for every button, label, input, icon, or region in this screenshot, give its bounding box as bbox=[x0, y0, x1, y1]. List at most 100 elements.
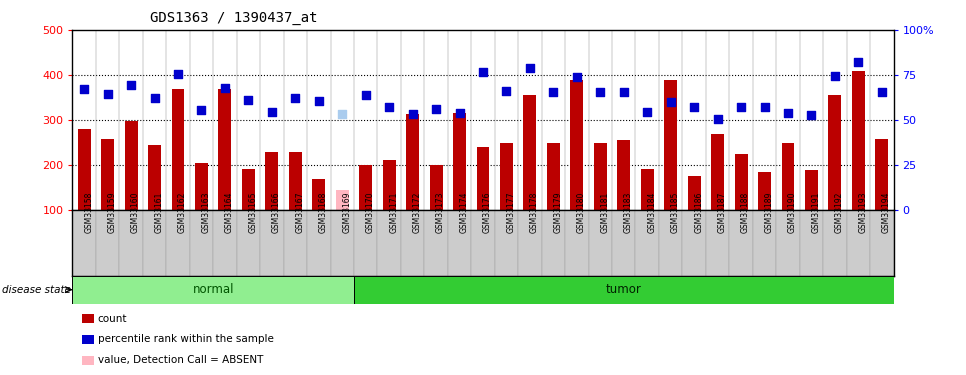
Point bbox=[311, 98, 327, 104]
Bar bbox=[195, 163, 208, 210]
Point bbox=[194, 106, 210, 112]
Bar bbox=[495, 210, 518, 276]
Bar bbox=[588, 210, 612, 276]
Point bbox=[733, 104, 749, 110]
Bar bbox=[143, 210, 166, 276]
Bar bbox=[148, 145, 161, 210]
Bar bbox=[166, 210, 189, 276]
Text: GSM33159: GSM33159 bbox=[107, 192, 117, 233]
Text: GSM33186: GSM33186 bbox=[695, 192, 703, 233]
Bar bbox=[354, 276, 894, 304]
Bar bbox=[336, 190, 349, 210]
Bar bbox=[72, 210, 96, 276]
Point bbox=[874, 88, 890, 94]
Bar bbox=[875, 139, 889, 210]
Text: GSM33187: GSM33187 bbox=[718, 192, 726, 233]
Bar bbox=[378, 210, 401, 276]
Text: GSM33194: GSM33194 bbox=[882, 192, 891, 233]
Bar bbox=[218, 89, 232, 210]
Text: GSM33169: GSM33169 bbox=[342, 192, 352, 233]
Text: GSM33192: GSM33192 bbox=[835, 192, 844, 233]
Bar bbox=[72, 276, 354, 304]
Point bbox=[827, 74, 842, 80]
Text: GSM33176: GSM33176 bbox=[483, 192, 492, 233]
Bar bbox=[448, 210, 471, 276]
Bar bbox=[711, 134, 724, 210]
Bar bbox=[406, 114, 419, 210]
Bar bbox=[870, 210, 894, 276]
Bar bbox=[96, 210, 120, 276]
Bar bbox=[307, 210, 330, 276]
Point bbox=[687, 104, 702, 110]
Bar bbox=[617, 140, 630, 210]
Point bbox=[124, 82, 139, 88]
Bar bbox=[330, 210, 354, 276]
Point bbox=[288, 94, 303, 100]
Bar bbox=[570, 80, 583, 210]
Point bbox=[804, 112, 819, 118]
Text: disease state: disease state bbox=[2, 285, 71, 295]
Point bbox=[710, 116, 725, 122]
Text: percentile rank within the sample: percentile rank within the sample bbox=[98, 334, 273, 344]
Text: GSM33193: GSM33193 bbox=[859, 192, 867, 233]
Text: GSM33160: GSM33160 bbox=[131, 192, 140, 233]
Text: GSM33173: GSM33173 bbox=[436, 192, 445, 233]
Point bbox=[428, 106, 443, 112]
Bar bbox=[125, 121, 137, 210]
Bar bbox=[242, 169, 255, 210]
Text: GSM33191: GSM33191 bbox=[811, 192, 820, 233]
Bar bbox=[758, 172, 771, 210]
Text: GDS1363 / 1390437_at: GDS1363 / 1390437_at bbox=[150, 11, 317, 25]
Bar bbox=[359, 165, 372, 210]
Point bbox=[639, 110, 655, 116]
Text: count: count bbox=[98, 314, 128, 324]
Bar bbox=[542, 210, 565, 276]
Bar bbox=[77, 129, 91, 210]
Bar bbox=[284, 210, 307, 276]
Bar bbox=[829, 95, 841, 210]
Bar bbox=[430, 165, 442, 210]
Bar bbox=[665, 80, 677, 210]
Point bbox=[76, 86, 92, 92]
Text: GSM33181: GSM33181 bbox=[600, 192, 610, 233]
Text: GSM33188: GSM33188 bbox=[741, 192, 750, 233]
Text: GSM33178: GSM33178 bbox=[530, 192, 539, 233]
Text: GSM33180: GSM33180 bbox=[577, 192, 585, 233]
Text: GSM33166: GSM33166 bbox=[271, 192, 281, 233]
Bar bbox=[852, 71, 865, 210]
Bar bbox=[688, 176, 700, 210]
Bar bbox=[383, 160, 396, 210]
Text: GSM33171: GSM33171 bbox=[389, 192, 398, 233]
Point bbox=[217, 85, 233, 91]
Point bbox=[405, 111, 420, 117]
Bar bbox=[312, 178, 326, 210]
Bar bbox=[260, 210, 284, 276]
Bar bbox=[612, 210, 636, 276]
Text: GSM33183: GSM33183 bbox=[624, 192, 633, 233]
Text: normal: normal bbox=[192, 283, 234, 296]
Point bbox=[523, 65, 538, 71]
Bar bbox=[189, 210, 213, 276]
Point bbox=[663, 99, 678, 105]
Point bbox=[147, 95, 162, 101]
Bar bbox=[237, 210, 260, 276]
Bar bbox=[640, 169, 654, 210]
Bar bbox=[706, 210, 729, 276]
Text: GSM33184: GSM33184 bbox=[647, 192, 656, 233]
Point bbox=[452, 110, 468, 116]
Point bbox=[781, 110, 796, 116]
Bar bbox=[800, 210, 823, 276]
Bar bbox=[805, 170, 818, 210]
Bar bbox=[172, 88, 185, 210]
Bar bbox=[729, 210, 753, 276]
Text: GSM33170: GSM33170 bbox=[366, 192, 375, 233]
Point bbox=[546, 88, 561, 94]
Bar bbox=[424, 210, 448, 276]
Text: GSM33161: GSM33161 bbox=[155, 192, 163, 233]
Text: tumor: tumor bbox=[606, 283, 641, 296]
Bar bbox=[120, 210, 143, 276]
Text: GSM33189: GSM33189 bbox=[764, 192, 774, 233]
Text: GSM33177: GSM33177 bbox=[506, 192, 516, 233]
Bar bbox=[547, 143, 560, 210]
Bar bbox=[476, 147, 490, 210]
